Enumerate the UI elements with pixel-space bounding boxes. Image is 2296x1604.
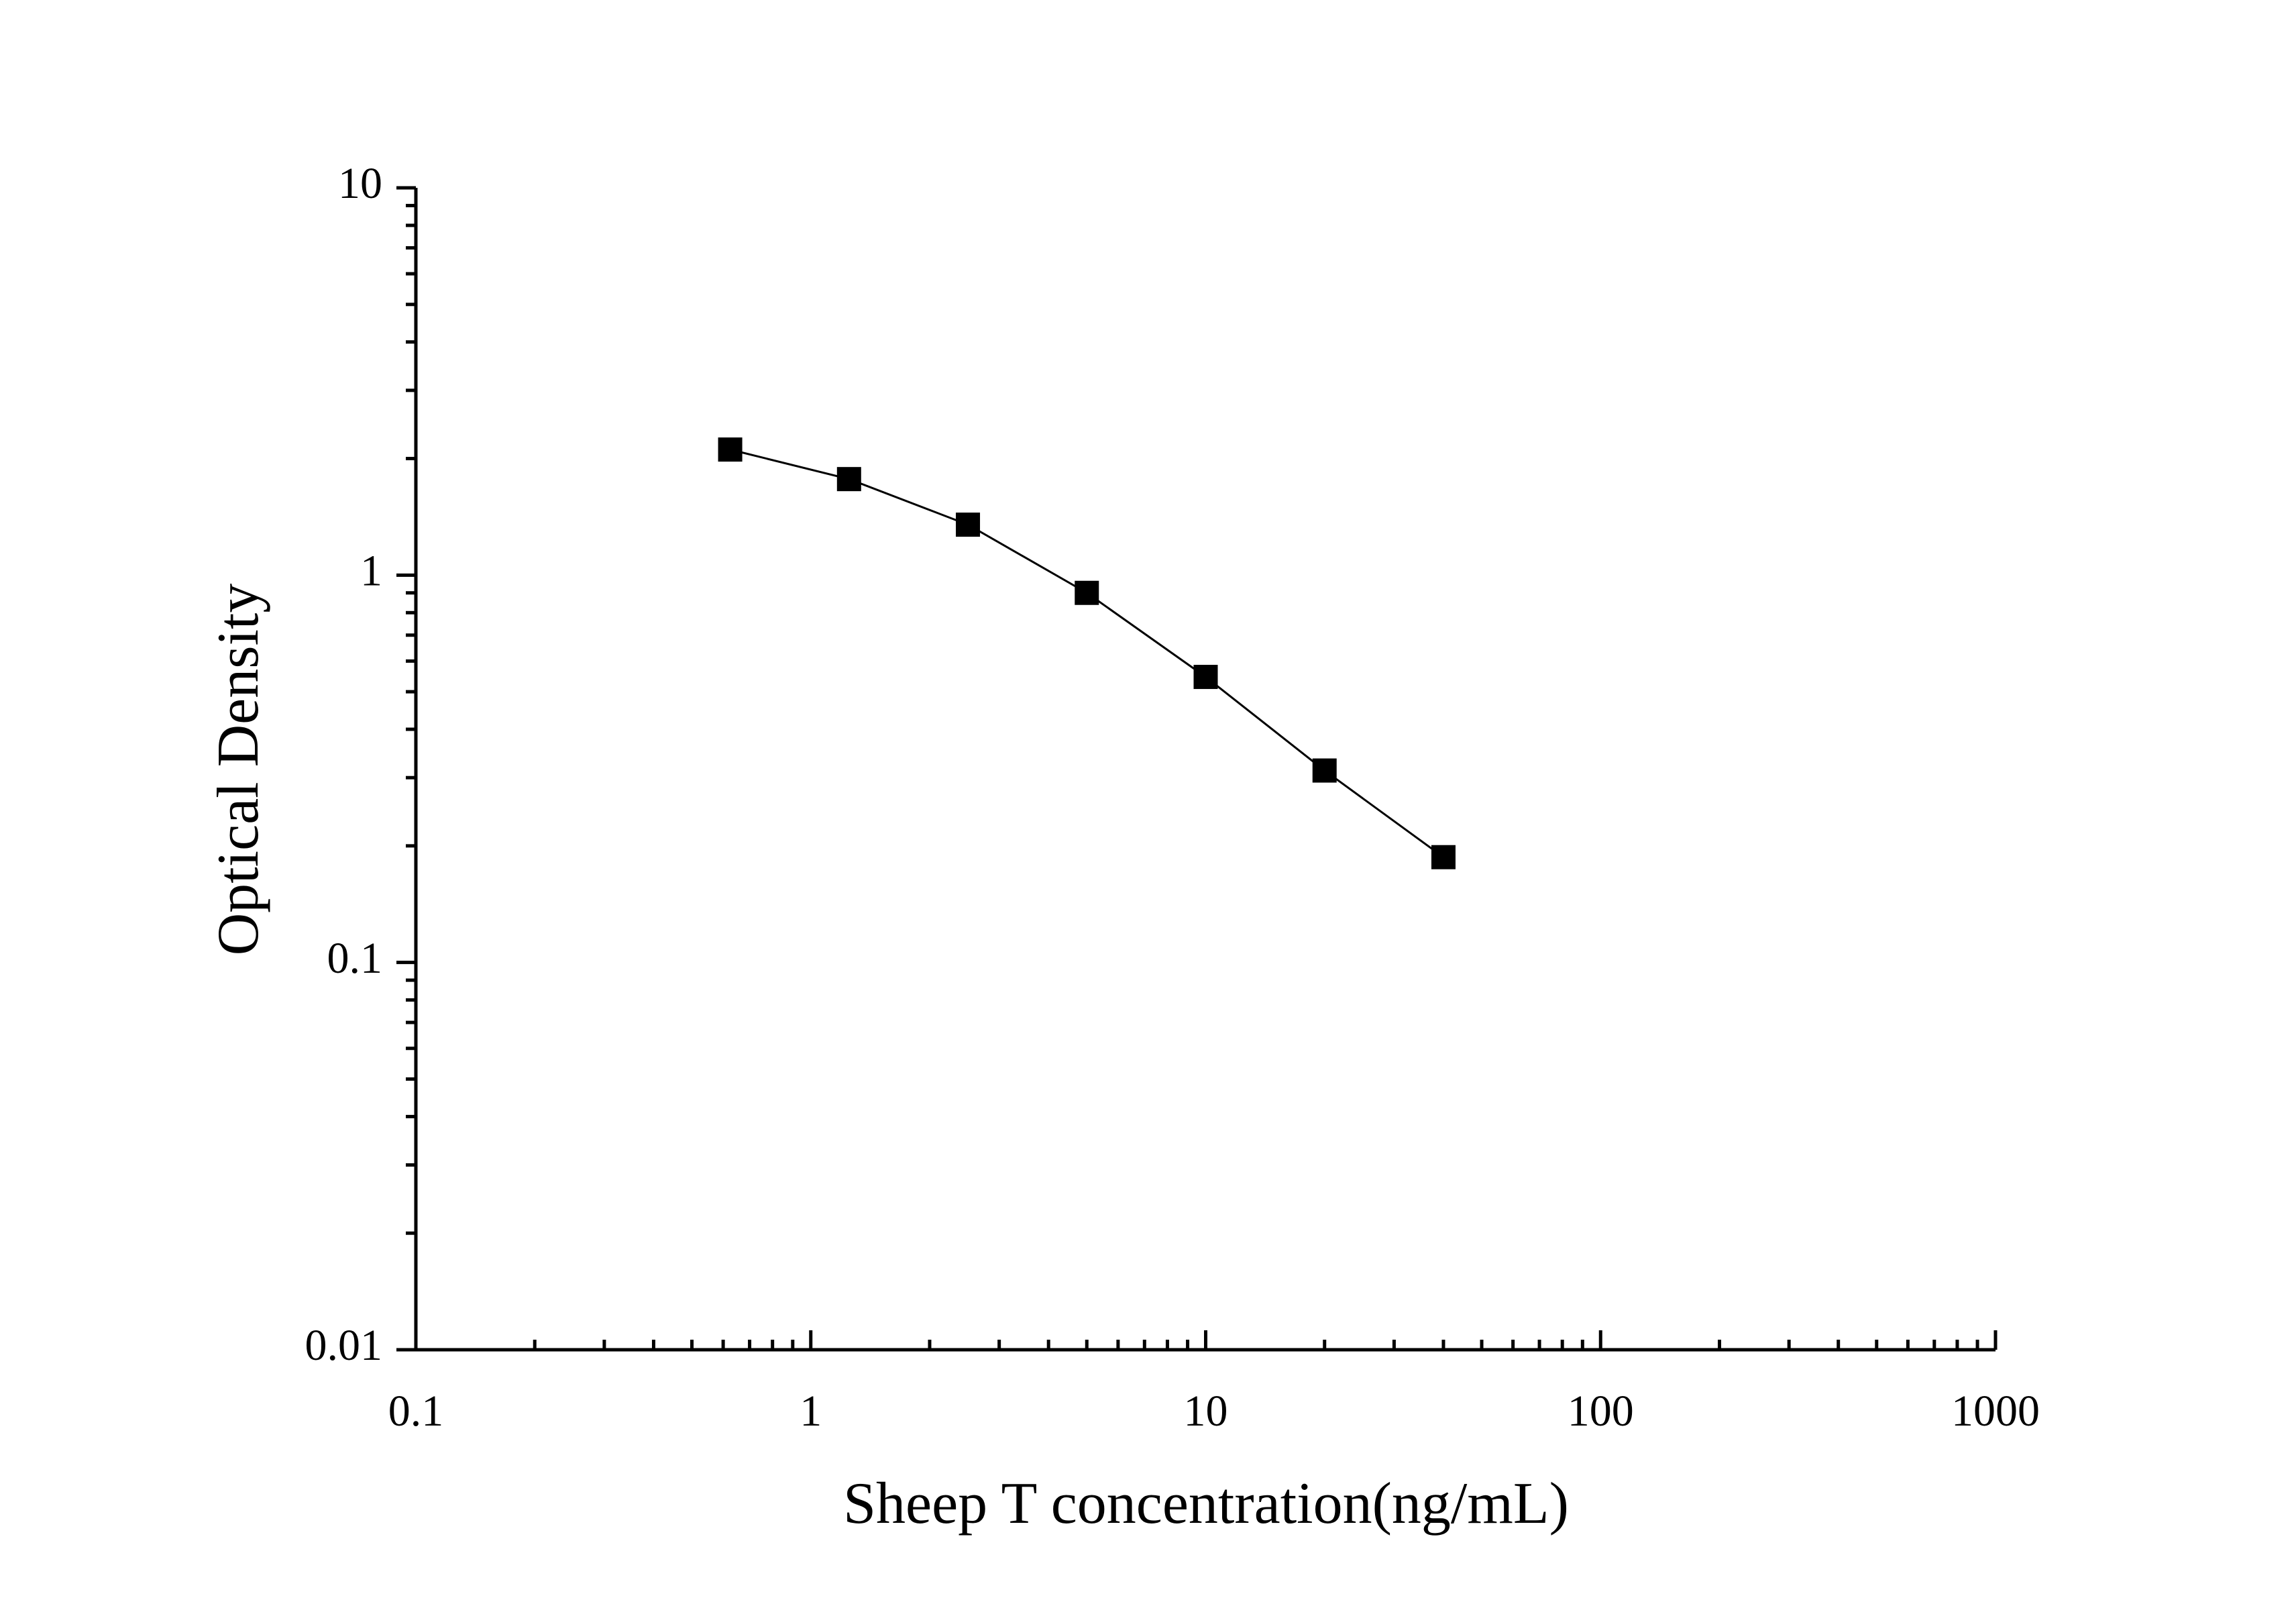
- x-tick-label: 1000: [1951, 1387, 2040, 1436]
- y-axis-title: Optical Density: [206, 584, 271, 956]
- data-point: [1312, 758, 1337, 783]
- x-tick-label: 100: [1568, 1387, 1634, 1436]
- x-axis-title: Sheep T concentration(ng/mL): [843, 1471, 1569, 1536]
- x-tick-label: 10: [1184, 1387, 1228, 1436]
- data-point: [1431, 845, 1456, 869]
- y-tick-label: 0.01: [305, 1321, 383, 1370]
- y-tick-label: 1: [360, 546, 382, 595]
- data-point: [836, 467, 861, 492]
- data-line: [730, 448, 1444, 858]
- data-point: [1075, 580, 1099, 605]
- data-point: [1193, 665, 1218, 690]
- y-tick-label: 10: [338, 159, 382, 208]
- data-point: [956, 513, 981, 537]
- data-point: [718, 437, 743, 462]
- y-tick-label: 0.1: [327, 934, 383, 983]
- x-tick-label: 1: [800, 1387, 822, 1436]
- x-tick-label: 0.1: [388, 1387, 444, 1436]
